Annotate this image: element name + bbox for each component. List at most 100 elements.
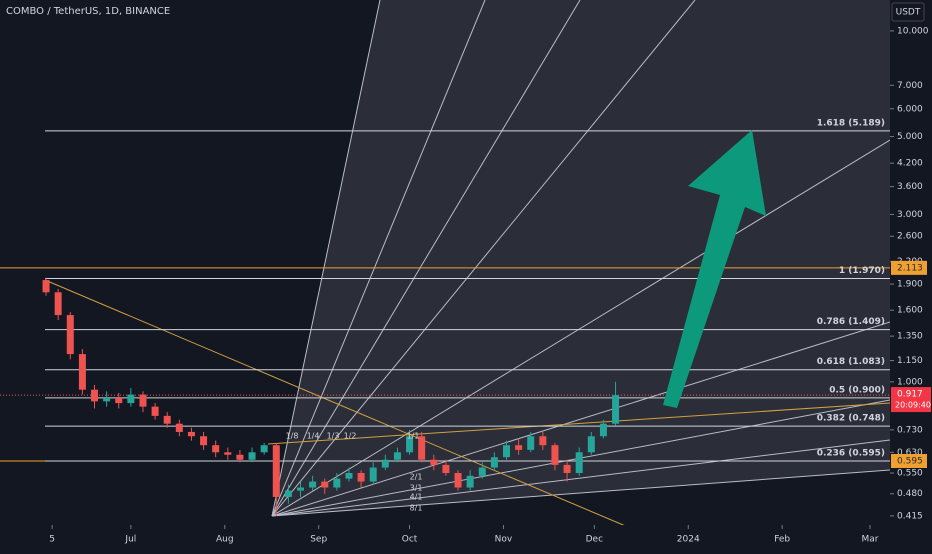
candle-body [333, 478, 341, 488]
currency-box [891, 2, 925, 22]
candle-body [393, 452, 401, 460]
price-tag [891, 260, 927, 275]
fib-label: 1.618 (5.189) [817, 118, 885, 128]
candles [42, 277, 620, 516]
candle-body [369, 467, 377, 482]
last-price-label: 0.917 [897, 390, 923, 400]
trend-line [44, 279, 636, 531]
levels: 1.618 (5.189) 1 (1.970) 0.786 (1.409) 0.618… [0, 118, 890, 462]
candle-body [478, 467, 486, 476]
x-tick-label: Feb [774, 535, 790, 545]
y-tick-label: 0.415 [897, 511, 923, 521]
candle-body [418, 436, 426, 460]
fib-label: 0.786 (1.409) [817, 317, 885, 327]
y-tick-label: 10.000 [897, 26, 929, 36]
arrow [663, 130, 766, 408]
y-axis-label: USDT [896, 8, 921, 18]
fib-label: 0.618 (1.083) [817, 357, 885, 367]
x-tick-label: Dec [586, 535, 603, 545]
gann-label: 4/1 [410, 493, 423, 502]
candle-body [103, 397, 111, 402]
candle-body [527, 436, 535, 450]
y-tick-label: 3.000 [897, 210, 923, 220]
candle-body [212, 445, 220, 453]
y-tick-label: 1.150 [897, 356, 923, 366]
candle-body [321, 481, 329, 488]
candle-body [309, 481, 317, 488]
candle-body [91, 389, 99, 402]
x-tick-label: Jul [124, 535, 136, 545]
fan-line [271, 321, 891, 517]
fib-label: 0.5 (0.900) [829, 385, 885, 395]
countdown: 20:09:40 [895, 401, 931, 410]
fan-line [271, 139, 891, 517]
chart-title: COMBO / TetherUS, 1D, BINANCE [6, 6, 170, 17]
candle-body [260, 445, 268, 453]
y-tick-label: 3.600 [897, 182, 923, 192]
candle-body [175, 423, 183, 432]
axes: 10.000 7.000 6.000 5.000 4.200 3.600 3.000 2.60… [49, 26, 931, 545]
x-tick-label: Sep [310, 535, 327, 545]
y-tick-label: 1.350 [897, 332, 923, 342]
candle-body [187, 431, 195, 437]
y-tick-label: 0.630 [897, 448, 923, 458]
x-tick-label: Aug [216, 535, 234, 545]
candle-body [272, 445, 280, 497]
gann-label: 1/4 [307, 432, 320, 441]
candle-body [224, 452, 232, 455]
fib-label: 0.382 (0.748) [817, 414, 885, 424]
candle-body [163, 415, 171, 424]
candle-body [284, 490, 292, 497]
y-tick-label: 6.000 [897, 104, 923, 114]
y-tick-label: 1.900 [897, 280, 923, 290]
gann-fan [271, 0, 891, 517]
candle-body [127, 394, 135, 404]
y-tick-label: 1.600 [897, 306, 923, 316]
candle-body [139, 394, 147, 407]
candle-body [66, 315, 74, 355]
candle-body [539, 436, 547, 446]
candle-body [345, 472, 353, 479]
trend-line [267, 402, 891, 445]
fib-label: 0.236 (0.595) [817, 449, 885, 459]
candle-body [587, 436, 595, 453]
price-tag [891, 454, 927, 469]
fan-line [271, 0, 381, 517]
candle-body [430, 459, 438, 465]
fan-line [271, 0, 486, 517]
fan-line [271, 0, 696, 517]
candle-body [575, 452, 583, 473]
x-tick-label: 2024 [677, 535, 700, 545]
y-tick-label: 2.600 [897, 232, 923, 242]
price-tag-label: 0.595 [897, 457, 923, 467]
x-tick-label: Oct [402, 535, 418, 545]
y-tick-label: 7.000 [897, 81, 923, 91]
gann-label: 1/8 [286, 432, 299, 441]
y-tick-label: 0.730 [897, 425, 923, 435]
x-axis [0, 525, 932, 550]
gann-label: 2/1 [410, 473, 423, 482]
fib-label: 1 (1.970) [839, 266, 885, 276]
y-tick-label: 0.550 [897, 468, 923, 478]
price-tag-label: 2.113 [897, 263, 923, 273]
candle-body [599, 423, 607, 437]
candle-body [200, 436, 208, 446]
y-tick-label: 0.480 [897, 489, 923, 499]
fan-line [271, 439, 891, 517]
candle-body [490, 457, 498, 468]
fan-line [271, 0, 581, 517]
gann-label: 1/3 [327, 432, 340, 441]
last-price-tag [891, 387, 931, 413]
y-tick-label: 4.200 [897, 159, 923, 169]
candle-body [151, 406, 159, 416]
candle-body [515, 445, 523, 450]
y-tick-label: 1.000 [897, 377, 923, 387]
x-tick-label: Nov [495, 535, 513, 545]
gann-label: 8/1 [410, 504, 423, 513]
candle-body [406, 436, 414, 453]
candle-body [454, 472, 462, 488]
gann-label: 1/1 [407, 432, 420, 441]
fan-line [271, 469, 891, 517]
gann-fan-area [272, 0, 890, 516]
